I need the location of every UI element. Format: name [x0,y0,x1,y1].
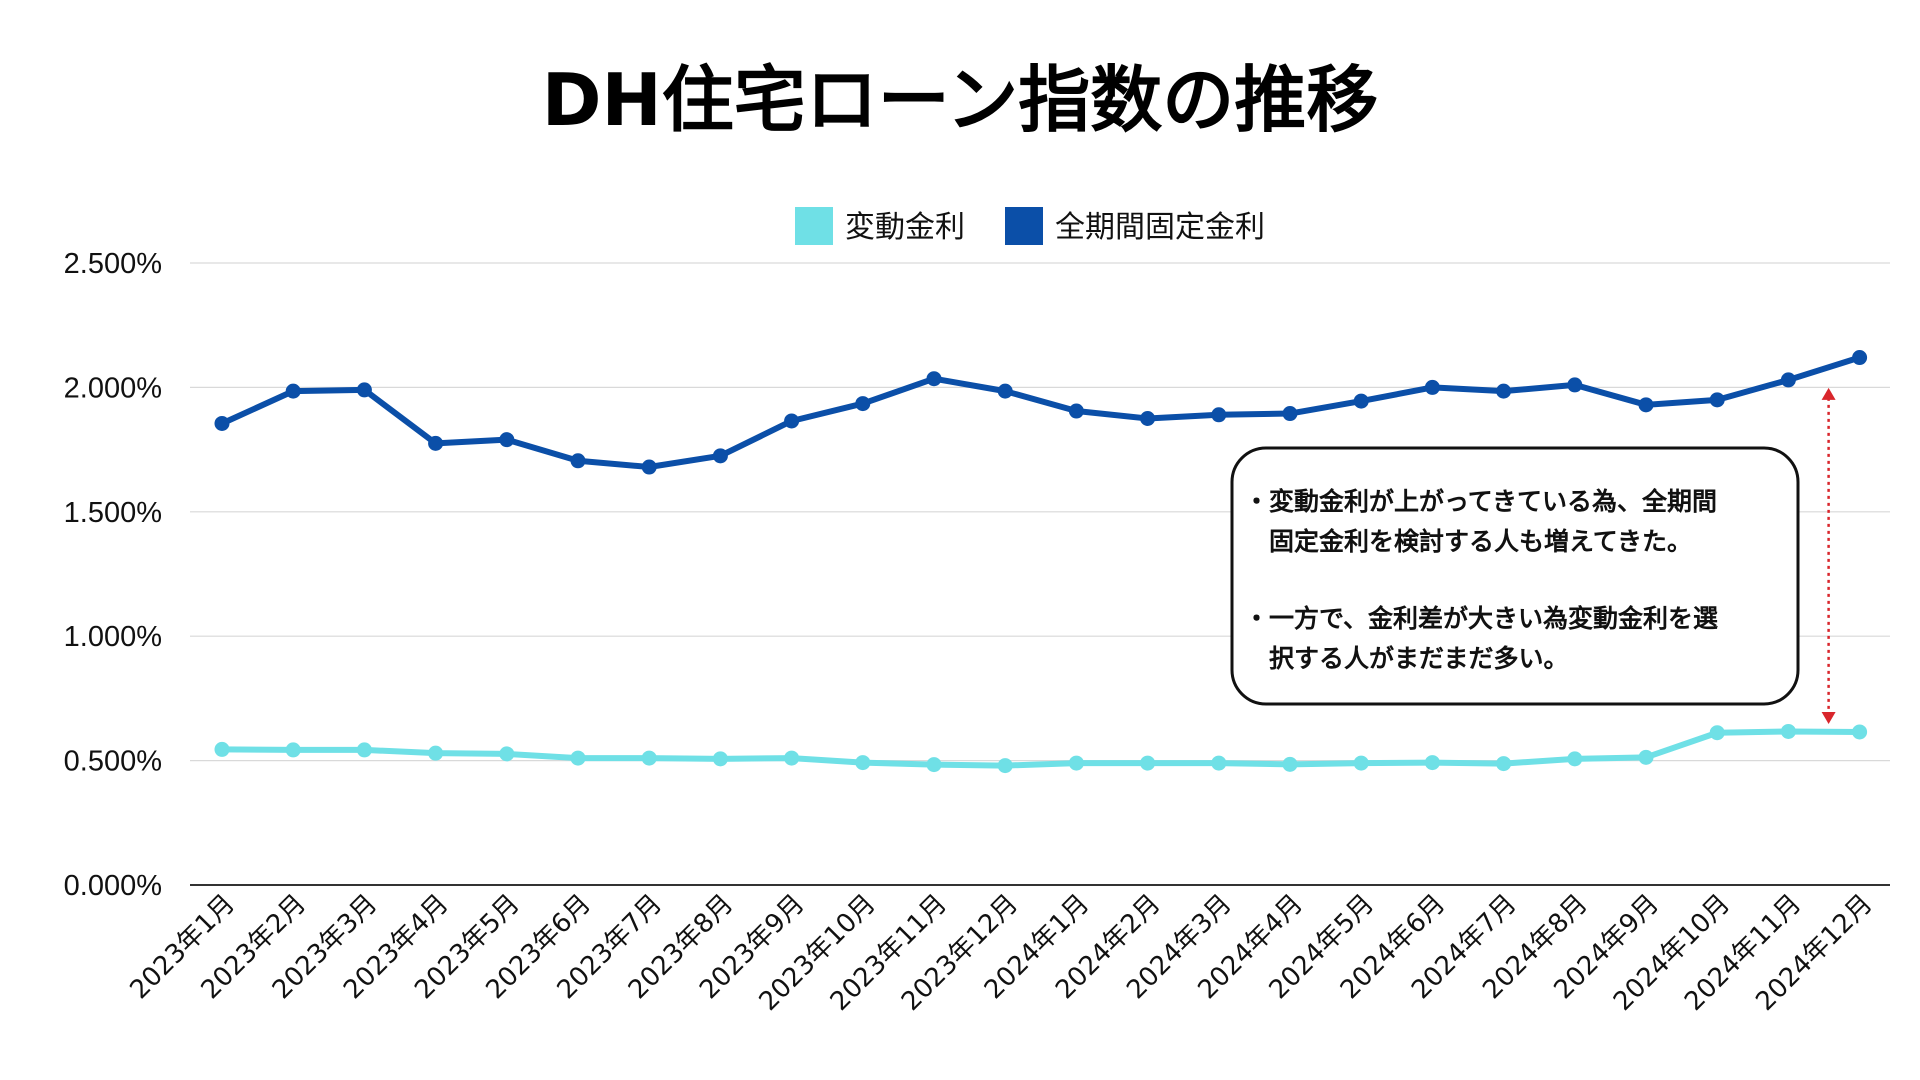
data-point-fixed [997,383,1013,399]
data-point-fixed [570,453,586,469]
data-point-fixed [1496,383,1512,399]
data-point-fixed [1638,397,1654,413]
arrow-head-up [1821,387,1836,400]
data-point-variable [570,750,586,766]
y-axis-ticks: 0.000% 0.500% 1.000% 1.500% 2.000% 2.500% [64,248,162,902]
data-point-fixed [926,371,942,387]
series-lines [214,350,1868,774]
legend: 変動金利 全期間固定金利 [795,207,1265,245]
data-point-variable [1282,756,1298,772]
data-point-fixed [1140,411,1156,426]
y-tick-label: 0.000% [64,870,162,902]
data-point-fixed [1567,377,1583,393]
data-point-variable [641,750,657,766]
data-point-fixed [1709,392,1725,408]
data-point-fixed [641,459,657,475]
data-point-variable [1211,755,1227,771]
data-point-fixed [855,396,871,412]
data-point-fixed [285,383,301,399]
data-point-fixed [428,435,444,451]
data-point-variable [1424,755,1440,771]
data-point-variable [1496,756,1512,772]
data-point-fixed [214,415,230,431]
annotation-line-1: ・変動金利が上がってきている為、全期間 [1244,487,1717,516]
data-point-fixed [784,413,800,429]
data-point-fixed [1068,403,1084,419]
series-line-variable [219,728,1863,769]
chart-title: DH住宅ローン指数の推移 [542,58,1378,142]
data-point-variable [1140,755,1156,771]
y-tick-label: 1.500% [64,497,162,529]
data-point-variable [1353,755,1369,771]
data-point-variable [285,742,301,758]
data-point-variable [926,757,942,773]
data-point-variable [1068,755,1084,771]
data-point-variable [428,745,444,761]
series-line-fixed [219,354,1863,471]
y-tick-label: 1.000% [64,621,162,653]
data-point-fixed [1424,379,1440,395]
y-tick-label: 0.500% [64,746,162,778]
data-point-variable [712,751,728,767]
data-point-variable [1567,751,1583,767]
legend-swatch-variable [795,207,833,245]
legend-label-fixed: 全期間固定金利 [1055,210,1265,245]
annotation-line-4: 択する人がまだまだ多い。 [1244,644,1569,673]
data-point-variable [1638,749,1654,765]
data-point-fixed [499,432,515,448]
data-point-fixed [1852,350,1868,366]
data-point-variable [1852,724,1868,740]
data-point-fixed [1211,407,1227,423]
data-point-fixed [712,448,728,464]
data-point-variable [855,755,871,771]
data-point-fixed [1780,372,1796,388]
data-point-variable [1709,725,1725,741]
data-point-fixed [1282,406,1298,422]
x-axis-ticks: 2023年1月2023年2月2023年3月2023年4月2023年5月2023年… [124,889,1878,1017]
data-point-fixed [1353,393,1369,409]
data-point-variable [1780,723,1796,739]
annotation-box: ・変動金利が上がってきている為、全期間 固定金利を検討する人も増えてきた。 ・一… [1230,446,1800,706]
arrow-head-down [1821,711,1836,724]
annotation-frame [1230,446,1800,706]
legend-swatch-fixed [1005,207,1043,245]
annotation-line-3: ・一方で、金利差が大きい為変動金利を選 [1244,604,1718,633]
data-point-variable [997,758,1013,774]
data-point-fixed [356,382,372,398]
y-tick-label: 2.500% [64,248,162,280]
legend-label-variable: 変動金利 [845,210,965,245]
annotation-line-2: 固定金利を検討する人も増えてきた。 [1244,527,1692,556]
data-point-variable [356,742,372,758]
data-point-variable [499,746,515,762]
y-tick-label: 2.000% [64,372,162,404]
data-point-variable [214,741,230,757]
difference-arrow [1821,387,1836,724]
gridlines [190,262,1890,886]
data-point-variable [784,750,800,766]
